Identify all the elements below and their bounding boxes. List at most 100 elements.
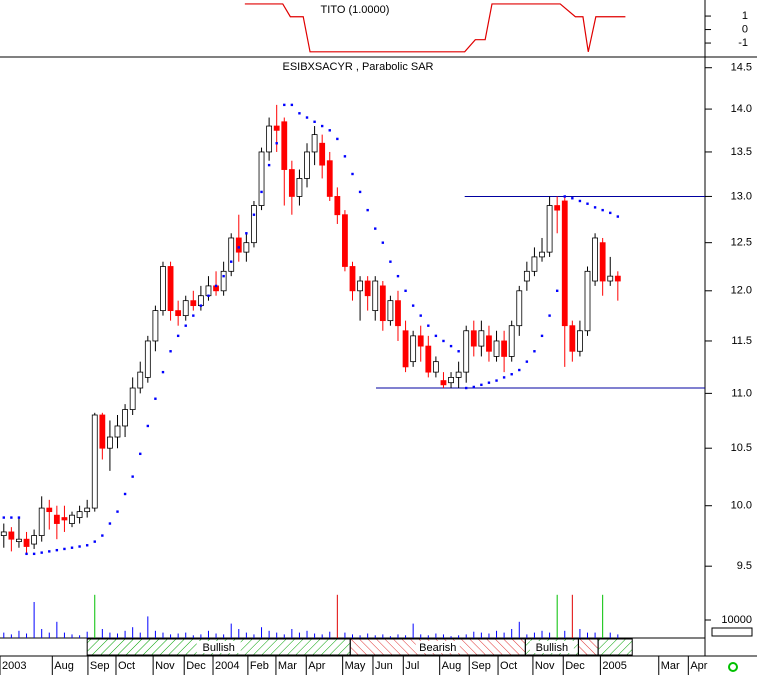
sar-dot [533, 350, 536, 353]
sar-dot [2, 516, 5, 519]
sar-dot [396, 274, 400, 278]
x-tick-label: Apr [690, 660, 707, 672]
sar-dot [63, 547, 66, 551]
candle-body [607, 275, 614, 282]
signal-label: Bearish [419, 642, 456, 654]
candle-body [523, 270, 530, 282]
candle-body [501, 340, 508, 357]
candle-body [205, 285, 212, 297]
candle-body [235, 237, 242, 253]
sar-dot [55, 548, 59, 552]
candle-body [38, 507, 45, 536]
candle-body [197, 295, 204, 307]
sar-dot [601, 208, 604, 212]
y-tick-label: 11.0 [731, 387, 752, 399]
y-tick-label: 10.0 [731, 500, 752, 512]
sar-dot [78, 545, 81, 548]
y-tick-label: 13.0 [731, 190, 752, 202]
sar-dot [17, 516, 21, 519]
candle-body [448, 377, 454, 384]
x-tick-label: Sep [90, 660, 110, 672]
candle-body [273, 125, 280, 131]
sar-dot [192, 314, 195, 317]
candle-body [69, 514, 75, 524]
sar-dot [123, 492, 127, 496]
sar-dot [419, 314, 422, 317]
sar-dot [70, 546, 74, 549]
candle-body [182, 300, 189, 317]
candle-body [531, 256, 538, 272]
sar-dot [305, 116, 309, 119]
candle-body [266, 125, 273, 153]
sar-dot [199, 304, 203, 307]
sar-dot [343, 155, 347, 158]
signal-label: Bullish [202, 642, 234, 654]
candle-body [592, 237, 598, 282]
candle-body [16, 538, 22, 543]
candle-body [470, 330, 477, 347]
candle-body [107, 436, 113, 449]
candle-body [417, 335, 424, 347]
sar-dot [116, 510, 119, 513]
sar-dot [40, 551, 43, 554]
sar-dot [502, 376, 506, 379]
sar-dot [85, 544, 89, 547]
candle-body [486, 335, 492, 352]
candle-body [387, 300, 394, 322]
sar-dot [351, 172, 354, 176]
candle-body [319, 142, 326, 166]
sar-dot [161, 370, 165, 374]
sar-dot [267, 163, 271, 167]
candle-body [84, 507, 91, 513]
sar-dot [457, 350, 460, 353]
x-tick-label: 2005 [602, 660, 626, 672]
candle-body [584, 270, 591, 332]
sar-dot [108, 522, 112, 525]
x-tick-label: Mar [278, 660, 297, 672]
candle-body [23, 538, 30, 547]
sar-dot [328, 129, 331, 132]
sar-dot [275, 142, 278, 145]
candle-body [410, 335, 417, 363]
x-tick-label: Sep [471, 660, 491, 672]
candle-body [311, 134, 318, 153]
sar-dot [510, 373, 513, 376]
y-tick-label: 10.5 [731, 442, 752, 454]
sar-dot [472, 385, 475, 389]
sar-dot [93, 540, 96, 543]
y-tick-label: 1 [742, 10, 748, 22]
candle-body [334, 196, 341, 216]
sar-dot [336, 137, 339, 141]
sar-dot [222, 274, 225, 278]
sar-dot [571, 197, 574, 200]
sar-dot [548, 314, 551, 317]
sar-dot [389, 260, 392, 263]
candle-body [463, 330, 470, 373]
candle-body [508, 325, 515, 357]
sar-dot [245, 232, 248, 235]
candle-body [144, 340, 151, 378]
y-tick-label: 12.5 [731, 237, 752, 249]
sar-dot [449, 344, 453, 348]
candle-body [379, 285, 386, 322]
sar-dot [10, 516, 13, 519]
candle-body [342, 214, 348, 267]
candle-body [288, 169, 295, 197]
sar-dot [207, 294, 210, 297]
x-tick-label: May [345, 660, 366, 672]
x-tick-label: Oct [118, 660, 135, 672]
y-tick-label: 11.5 [731, 335, 752, 347]
candle-body [76, 511, 83, 518]
candle-body [160, 266, 166, 312]
candle-body [561, 200, 568, 327]
x-tick-label: Jun [375, 660, 393, 672]
sar-dot [298, 112, 301, 115]
candle-body [349, 266, 356, 292]
sar-dot [358, 190, 362, 194]
x-tick-label: Jul [405, 660, 419, 672]
sar-dot [518, 368, 521, 372]
sar-dot [442, 339, 445, 343]
y-tick-label: 14.5 [731, 62, 752, 74]
candle-body [478, 330, 485, 347]
sar-dot [169, 350, 172, 353]
